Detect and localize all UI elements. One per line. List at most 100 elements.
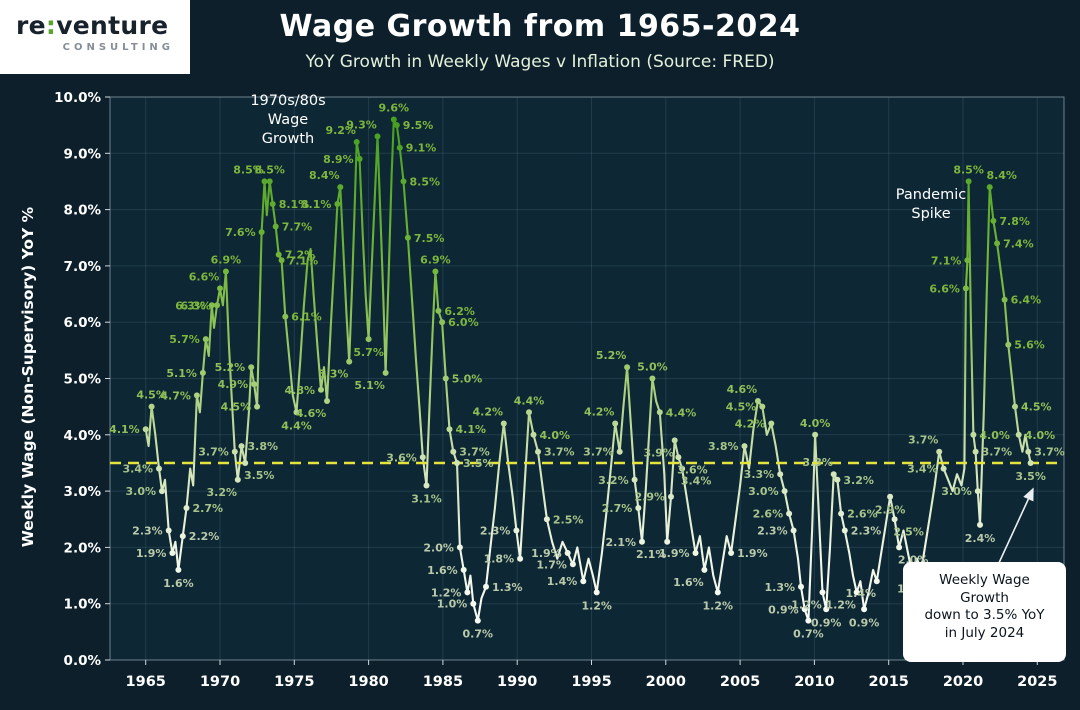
wage-line-series [144,118,1032,622]
svg-text:0.7%: 0.7% [463,628,494,641]
svg-text:5.2%: 5.2% [215,361,246,374]
data-point-markers [142,116,1034,624]
svg-text:4.0%: 4.0% [800,417,831,430]
svg-text:4.5%: 4.5% [221,401,252,414]
svg-text:6.4%: 6.4% [1011,294,1042,307]
svg-text:2.6%: 2.6% [847,508,878,521]
svg-text:2.3%: 2.3% [132,525,163,538]
svg-text:1.9%: 1.9% [659,547,690,560]
annotation-1970s-wage-growth: 1970s/80s Wage Growth [250,93,326,148]
svg-text:3.7%: 3.7% [908,434,939,447]
svg-text:10.0%: 10.0% [54,90,101,106]
svg-text:6.3%: 6.3% [175,299,206,312]
svg-text:4.6%: 4.6% [727,383,758,396]
svg-text:3.2%: 3.2% [843,474,874,487]
svg-text:8.1%: 8.1% [301,198,332,211]
svg-text:2.9%: 2.9% [875,504,906,517]
svg-text:1995: 1995 [571,674,611,690]
svg-text:9.5%: 9.5% [403,119,434,132]
svg-text:1.3%: 1.3% [764,581,795,594]
svg-text:1990: 1990 [497,674,537,690]
svg-text:4.2%: 4.2% [735,418,766,431]
svg-text:1.2%: 1.2% [431,586,462,599]
svg-text:5.1%: 5.1% [354,379,385,392]
annotation-pandemic-spike: Pandemic Spike [895,187,967,223]
svg-text:2025: 2025 [1017,674,1057,690]
svg-text:3.7%: 3.7% [198,446,229,459]
svg-text:4.1%: 4.1% [109,423,140,436]
svg-text:1985: 1985 [423,674,463,690]
svg-text:6.9%: 6.9% [420,254,451,267]
wage-line-chart: 4.1%4.5%3.4%3.0%2.3%1.9%1.6%2.2%2.7%4.7%… [54,90,1065,690]
svg-text:4.6%: 4.6% [296,407,327,420]
svg-text:8.9%: 8.9% [323,153,354,166]
svg-text:2.9%: 2.9% [634,491,665,504]
svg-text:4.4%: 4.4% [666,406,697,419]
svg-text:3.1%: 3.1% [411,493,442,506]
svg-text:6.6%: 6.6% [189,270,220,283]
svg-text:8.1%: 8.1% [279,198,310,211]
svg-text:2.1%: 2.1% [605,536,636,549]
svg-text:2.0%: 2.0% [423,541,454,554]
svg-text:2.5%: 2.5% [893,525,924,538]
svg-text:6.6%: 6.6% [929,282,960,295]
svg-text:4.0%: 4.0% [1025,429,1056,442]
data-point-labels: 4.1%4.5%3.4%3.0%2.3%1.9%1.6%2.2%2.7%4.7%… [109,102,1065,641]
svg-text:3.3%: 3.3% [744,468,775,481]
svg-text:1.9%: 1.9% [531,547,562,560]
svg-text:3.7%: 3.7% [982,446,1013,459]
svg-text:5.0%: 5.0% [637,361,668,374]
svg-text:4.5%: 4.5% [136,389,167,402]
svg-text:4.5%: 4.5% [726,401,757,414]
svg-text:7.5%: 7.5% [414,232,445,245]
svg-text:0.9%: 0.9% [768,603,799,616]
svg-text:3.3%: 3.3% [802,456,833,469]
svg-text:1.2%: 1.2% [703,599,734,612]
svg-text:5.7%: 5.7% [169,333,200,346]
svg-text:8.5%: 8.5% [233,163,264,176]
svg-text:4.0%: 4.0% [64,428,102,444]
svg-text:3.4%: 3.4% [907,463,938,476]
svg-text:6.9%: 6.9% [211,254,242,267]
x-axis-ticks: 1965 1970 1975 1980 1985 1990 1995 2000 2005 2010… [126,660,1057,690]
svg-text:2.3%: 2.3% [851,525,882,538]
svg-text:5.2%: 5.2% [596,349,627,362]
svg-text:8.4%: 8.4% [309,169,340,182]
svg-text:8.4%: 8.4% [986,169,1017,182]
svg-text:1.2%: 1.2% [825,598,856,611]
svg-text:3.6%: 3.6% [386,451,417,464]
svg-text:4.7%: 4.7% [160,389,191,402]
svg-text:1.4%: 1.4% [846,587,877,600]
svg-text:4.2%: 4.2% [584,406,615,419]
svg-text:7.1%: 7.1% [931,254,962,267]
svg-text:4.0%: 4.0% [979,429,1010,442]
svg-text:9.0%: 9.0% [64,146,102,162]
svg-text:3.0%: 3.0% [941,485,972,498]
svg-text:2.0%: 2.0% [64,540,102,556]
y-axis-ticks: 0.0% 1.0% 2.0% 3.0% 4.0% 5.0% 6.0% 7.0% 8.0% 9.0%… [54,90,110,669]
page-subtitle: YoY Growth in Weekly Wages v Inflation (… [305,52,775,72]
svg-text:7.7%: 7.7% [282,221,313,234]
svg-text:3.4%: 3.4% [681,475,712,488]
svg-text:3.5%: 3.5% [463,457,494,470]
svg-text:1.0%: 1.0% [437,598,468,611]
svg-text:1.6%: 1.6% [673,576,704,589]
svg-text:5.1%: 5.1% [166,367,197,380]
svg-text:1.2%: 1.2% [581,599,612,612]
svg-text:3.8%: 3.8% [248,440,279,453]
svg-text:2.7%: 2.7% [602,502,633,515]
svg-text:0.9%: 0.9% [849,616,880,629]
svg-text:6.2%: 6.2% [444,305,475,318]
svg-text:2010: 2010 [794,674,834,690]
svg-text:1.9%: 1.9% [737,547,768,560]
svg-text:3.0%: 3.0% [64,484,102,500]
svg-text:3.7%: 3.7% [544,446,575,459]
svg-text:3.2%: 3.2% [598,474,629,487]
svg-text:1975: 1975 [274,674,314,690]
svg-text:7.1%: 7.1% [288,254,319,267]
svg-text:1.3%: 1.3% [492,581,523,594]
svg-text:3.5%: 3.5% [1015,470,1046,483]
logo-brand-post: venture [56,11,169,40]
svg-text:3.0%: 3.0% [125,485,156,498]
logo-tagline: CONSULTING [62,41,174,53]
